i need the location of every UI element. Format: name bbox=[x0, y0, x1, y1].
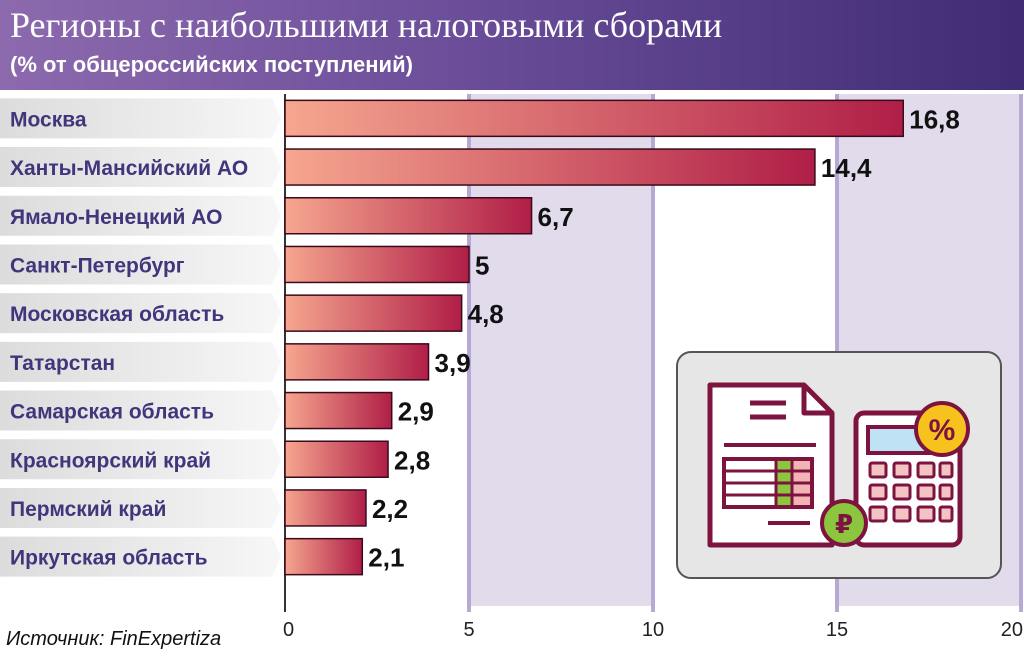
bar bbox=[284, 99, 904, 138]
category-tab bbox=[0, 293, 281, 334]
ruble-symbol: ₽ bbox=[835, 510, 853, 540]
value-label: 2,8 bbox=[394, 445, 430, 475]
value-label: 16,8 bbox=[909, 104, 960, 134]
category-label: Пермский край bbox=[10, 498, 166, 521]
tax-illustration: % ₽ bbox=[676, 351, 1002, 579]
bar bbox=[284, 440, 389, 478]
bar bbox=[284, 343, 430, 381]
value-label: 2,9 bbox=[398, 397, 434, 427]
value-label: 3,9 bbox=[435, 348, 471, 378]
bar bbox=[284, 294, 463, 332]
category-label: Красноярский край bbox=[10, 449, 211, 472]
category-label: Московская область bbox=[10, 303, 224, 326]
category-label-tabs: Москва Ханты-Мансийский АО Ямало-Ненецкий … bbox=[0, 98, 281, 577]
value-label: 14,4 bbox=[821, 153, 872, 183]
x-tick-label: 15 bbox=[826, 619, 848, 641]
percent-badge-icon: % bbox=[914, 401, 970, 457]
x-tick-label: 5 bbox=[463, 619, 474, 641]
value-label: 4,8 bbox=[468, 299, 504, 329]
bar bbox=[284, 391, 393, 430]
category-label: Москва bbox=[10, 108, 87, 131]
source-note: Источник: FinExpertiza bbox=[6, 628, 222, 650]
category-tab bbox=[0, 439, 281, 480]
value-label: 5 bbox=[475, 250, 489, 280]
category-tab bbox=[0, 341, 281, 382]
bar bbox=[284, 489, 367, 527]
category-tab bbox=[0, 487, 281, 528]
category-tab bbox=[0, 244, 281, 285]
x-tick-label: 20 bbox=[1001, 619, 1023, 641]
value-label: 6,7 bbox=[538, 202, 574, 232]
category-label: Иркутская область bbox=[10, 547, 208, 570]
category-label: Ханты-Мансийский АО bbox=[10, 157, 248, 180]
chart-subtitle: (% от общероссийских поступлений) bbox=[10, 52, 413, 77]
category-tab bbox=[0, 536, 281, 577]
category-tab bbox=[0, 147, 281, 188]
x-axis-tick-labels: 0 5 10 15 20 bbox=[283, 619, 1023, 641]
category-tab bbox=[0, 390, 281, 431]
category-label: Татарстан bbox=[10, 352, 115, 375]
document-icon bbox=[707, 382, 835, 548]
value-label: 2,2 bbox=[372, 494, 408, 524]
category-tab bbox=[0, 195, 281, 236]
ruble-coin-icon: ₽ bbox=[820, 499, 868, 547]
bar bbox=[284, 537, 364, 576]
bars: 16,8 14,4 6,7 5 4,8 3,92,9 2,8 2,2 2,1 bbox=[284, 99, 960, 576]
bar bbox=[284, 197, 533, 235]
category-label: Ямало-Ненецкий АО bbox=[10, 206, 222, 229]
chart-title: Регионы с наибольшими налоговыми сборами bbox=[10, 5, 723, 45]
category-label: Самарская область bbox=[10, 401, 214, 424]
x-tick-label: 0 bbox=[283, 619, 294, 641]
percent-symbol: % bbox=[929, 414, 956, 447]
x-tick-label: 10 bbox=[642, 619, 664, 641]
value-label: 2,1 bbox=[368, 543, 404, 573]
category-tab bbox=[0, 98, 281, 139]
chart-header: Регионы с наибольшими налоговыми сборами… bbox=[0, 0, 1024, 90]
bar bbox=[284, 245, 470, 284]
bar bbox=[284, 148, 816, 186]
category-label: Санкт-Петербург bbox=[10, 254, 185, 277]
